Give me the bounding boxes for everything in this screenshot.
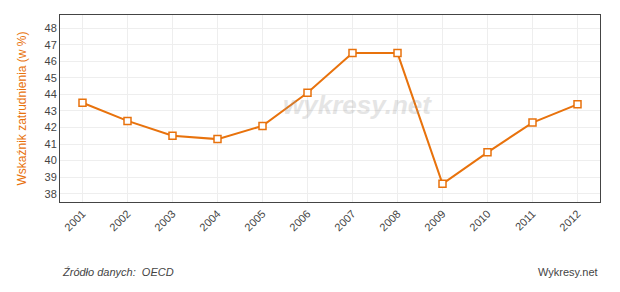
svg-text:38: 38 [45,188,57,200]
svg-text:2005: 2005 [242,208,268,234]
svg-text:2006: 2006 [287,208,313,234]
svg-text:2011: 2011 [513,208,538,233]
svg-text:43: 43 [45,105,57,117]
svg-text:42: 42 [45,121,57,133]
svg-text:46: 46 [45,55,57,67]
svg-text:40: 40 [45,154,57,166]
svg-text:2007: 2007 [332,208,358,234]
svg-text:44: 44 [45,88,57,100]
svg-text:47: 47 [45,39,57,51]
svg-text:45: 45 [45,72,57,84]
svg-text:2012: 2012 [557,208,583,234]
svg-text:Wskaźnik zatrudnienia (w %): Wskaźnik zatrudnienia (w %) [15,31,29,185]
svg-text:2003: 2003 [152,208,178,234]
svg-text:wykresy.net: wykresy.net [283,90,432,120]
svg-text:2010: 2010 [467,208,493,234]
svg-text:2008: 2008 [377,208,403,234]
svg-text:2004: 2004 [197,208,223,234]
svg-text:41: 41 [45,138,57,150]
svg-text:Źródło danych: OECD: Źródło danych: OECD [62,266,174,278]
svg-text:2001: 2001 [62,208,88,234]
svg-text:2002: 2002 [107,208,133,234]
svg-text:48: 48 [45,22,57,34]
svg-text:39: 39 [45,171,57,183]
svg-text:Wykresy.net: Wykresy.net [538,266,598,278]
svg-text:2009: 2009 [422,208,448,234]
